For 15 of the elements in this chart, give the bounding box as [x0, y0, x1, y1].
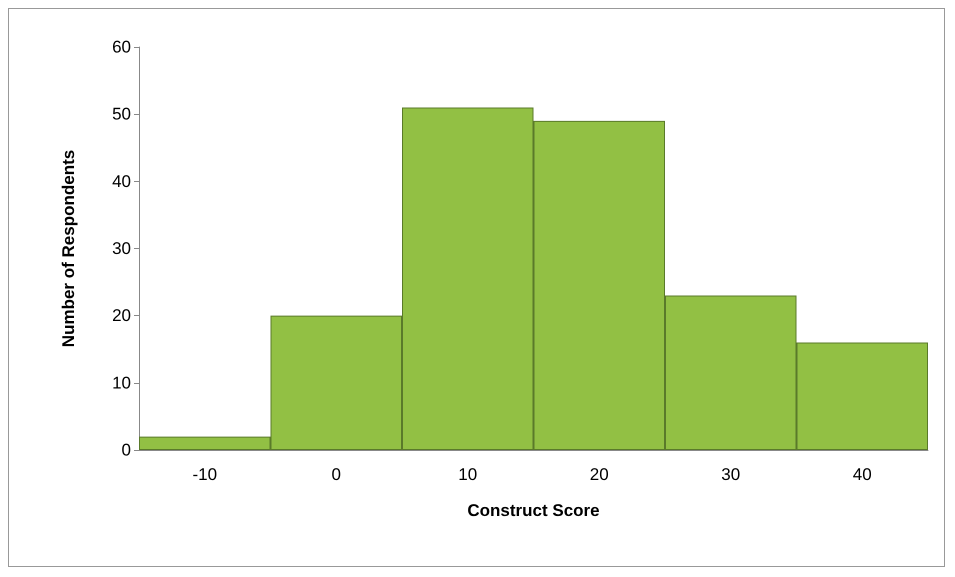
y-axis-title: Number of Respondents — [59, 150, 78, 348]
x-tick-label: 20 — [590, 465, 609, 484]
x-tick-label: 0 — [332, 465, 341, 484]
x-tick-label: -10 — [192, 465, 218, 484]
y-tick-label: 40 — [112, 172, 131, 191]
y-tick-label: 30 — [112, 239, 131, 258]
y-tick-label: 60 — [112, 38, 131, 56]
y-tick-label: 20 — [112, 306, 131, 326]
x-tick-label: 40 — [852, 465, 872, 484]
x-tick-label: 30 — [721, 465, 740, 484]
y-tick-label: 10 — [112, 373, 131, 392]
x-tick-label: 10 — [458, 465, 478, 484]
y-tick-label: 50 — [112, 104, 131, 124]
y-tick-label: 0 — [122, 440, 131, 460]
x-axis-title: Construct Score — [467, 501, 600, 520]
